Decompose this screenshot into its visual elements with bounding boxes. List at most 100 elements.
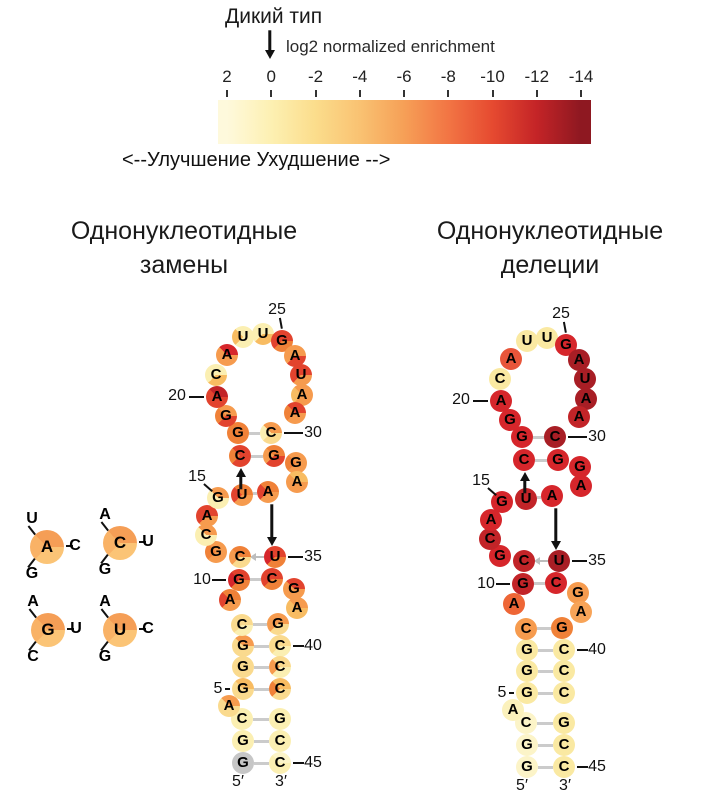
key-satellite-top-left: U [26, 510, 38, 527]
colorbar-tick-mark [270, 90, 273, 97]
nucleotide-12-G: G [205, 541, 227, 563]
key-satellite-right: C [69, 537, 81, 554]
nucleotide-39-G: G [267, 613, 289, 635]
nucleotide-5-G: G [232, 678, 254, 700]
nucleotide-28-A: A [575, 388, 597, 410]
nucleotide-42-C: C [269, 678, 291, 700]
base-pair-line [538, 669, 553, 673]
strand-direction-arrow-shaft [270, 503, 274, 539]
base-pair-line [254, 644, 269, 648]
key-satellite-top-left: A [99, 593, 111, 610]
key-line-right [139, 628, 146, 630]
nucleotide-15-G: G [207, 487, 229, 509]
position-label-30: 30 [304, 424, 322, 441]
position-label-line [293, 762, 304, 764]
base-pair-line [254, 687, 269, 691]
nucleotide-6-G: G [232, 656, 254, 678]
key-satellite-bottom-left: C [27, 648, 39, 665]
base-pair-line [537, 627, 551, 630]
position-label-10: 10 [193, 571, 211, 588]
nucleotide-41-C: C [553, 660, 575, 682]
position-label-line [189, 396, 204, 398]
nucleotide-7-G: G [232, 635, 254, 657]
nucleotide-44-C: C [269, 730, 291, 752]
direction-label: <--Улучшение Ухудшение --> [122, 149, 391, 171]
colorbar-tick-label: -10 [480, 67, 505, 86]
position-label-20: 20 [452, 391, 470, 408]
position-label-25: 25 [552, 305, 570, 322]
nucleotide-16-U: U [231, 484, 253, 506]
base-pair-line [251, 454, 263, 458]
base-pair-line [538, 743, 553, 747]
nucleotide-29-A: A [284, 402, 306, 424]
position-label-line [577, 649, 588, 651]
base-pair-line [253, 717, 269, 721]
base-pair-line [254, 761, 269, 765]
key-satellite-top-left: A [99, 506, 111, 523]
nucleotide-29-A: A [568, 406, 590, 428]
position-label-line [568, 436, 587, 438]
position-label-line [293, 645, 304, 647]
base-pair-line [538, 765, 553, 769]
colorbar-tick-label: 2 [222, 67, 232, 86]
position-label-5: 5 [213, 680, 223, 697]
nucleotide-1-G: G [516, 756, 538, 778]
position-label-25: 25 [268, 301, 286, 318]
nucleotide-45-C: C [269, 752, 291, 774]
structure-title-substitutions: Однонуклеотидные замены [70, 217, 298, 279]
nucleotide-38-A: A [570, 601, 592, 623]
key-line-right [67, 628, 74, 630]
base-pair-line [253, 492, 257, 495]
end-label-3prime: 3′ [275, 773, 287, 790]
strand-direction-arrow-head [267, 537, 277, 546]
nucleotide-45-C: C [553, 756, 575, 778]
end-label-5prime: 5′ [516, 777, 528, 794]
nucleotide-17-C: C [229, 445, 251, 467]
nucleotide-7-G: G [516, 639, 538, 661]
nucleotide-43-G: G [269, 708, 291, 730]
position-label-line [279, 317, 283, 330]
colorbar-tick-label: -12 [524, 67, 550, 86]
nucleotide-24-U: U [252, 323, 274, 345]
noncanonical-arrow-shaft [256, 556, 264, 558]
nucleotide-11-C: C [513, 550, 535, 572]
position-label-line [225, 688, 230, 690]
nucleotide-31-G: G [547, 449, 569, 471]
nucleotide-40-C: C [553, 639, 575, 661]
nucleotide-19-G: G [499, 409, 521, 431]
base-pair-line [538, 691, 553, 695]
position-label-line [203, 483, 213, 492]
nucleotide-1-G: G [232, 752, 254, 774]
nucleotide-33-A: A [286, 471, 308, 493]
nucleotide-17-C: C [513, 449, 535, 471]
position-label-30: 30 [588, 428, 606, 445]
position-label-line [212, 579, 226, 581]
end-label-3prime: 3′ [559, 777, 571, 794]
position-label-line [487, 487, 497, 496]
noncanonical-arrow-shaft [540, 560, 548, 562]
nucleotide-27-U: U [290, 364, 312, 386]
nucleotide-4-A: A [218, 695, 240, 717]
position-label-line [284, 432, 303, 434]
wild-type-label: Дикий тип [225, 5, 323, 28]
colorbar-tick-mark [358, 90, 361, 97]
nucleotide-26-A: A [568, 349, 590, 371]
nucleotide-8-C: C [515, 618, 537, 640]
base-pair-line [250, 578, 261, 581]
strand-direction-arrow-head [551, 541, 561, 550]
nucleotide-36-C: C [545, 572, 567, 594]
structure-title-deletions: Однонуклеотидные делеции [436, 217, 664, 279]
position-label-35: 35 [588, 552, 606, 569]
nucleotide-41-C: C [269, 656, 291, 678]
colorbar-tick-label: -6 [396, 67, 412, 86]
base-pair-line [254, 665, 269, 669]
nucleotide-23-U: U [232, 326, 254, 348]
position-label-15: 15 [472, 472, 490, 489]
nucleotide-31-G: G [263, 445, 285, 467]
nucleotide-14-A: A [480, 509, 502, 531]
colorbar-tick-mark [491, 90, 494, 97]
nucleotide-33-A: A [570, 475, 592, 497]
base-pair-line [537, 721, 553, 725]
strand-direction-arrow-shaft [239, 474, 243, 489]
strand-direction-arrow-shaft [523, 478, 527, 493]
